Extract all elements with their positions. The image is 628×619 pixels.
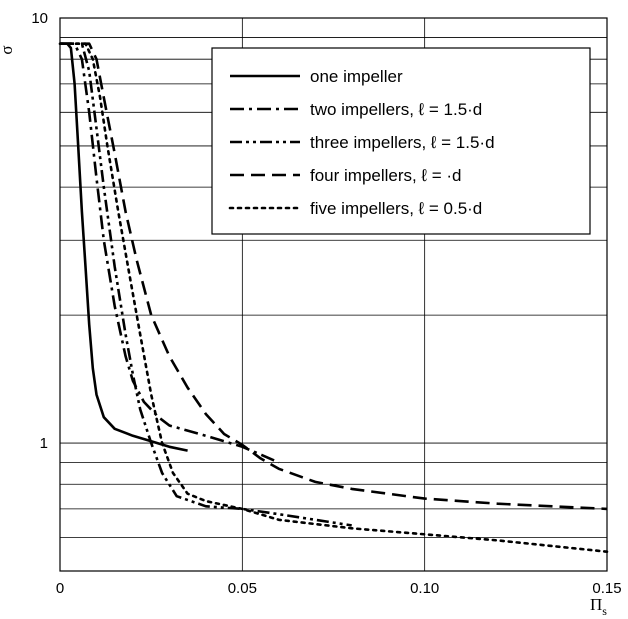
series-lines [58,42,609,553]
x-axis-label: Πs [590,595,607,618]
x-tick-label: 0.15 [592,580,621,597]
x-tick-label: 0.05 [228,580,257,597]
legend-label: three impellers, ℓ = 1.5·d [310,133,495,152]
series-line [60,42,352,527]
legend-label: one impeller [310,67,403,86]
y-axis-label: σ [0,45,16,54]
x-axis-label-main: Π [590,595,602,614]
series-line [60,42,608,511]
legend: one impeller two impellers, ℓ = 1.5·d thre… [211,47,591,235]
plot-frame [59,17,608,572]
legend-label: five impellers, ℓ = 0.5·d [310,199,482,218]
legend-box [211,47,591,235]
axis-ticks: 0 0.05 0.10 0.15 1 10 [31,10,621,597]
legend-label: four impellers, ℓ = ·d [310,166,461,185]
x-tick-label: 0.10 [410,580,439,597]
series-line [58,42,609,553]
y-tick-label: 10 [31,10,48,27]
legend-label: two impellers, ℓ = 1.5·d [310,100,482,119]
series-line [60,42,188,452]
y-tick-label: 1 [40,435,48,452]
x-axis-label-sub: s [602,604,607,618]
x-tick-label: 0 [56,580,64,597]
